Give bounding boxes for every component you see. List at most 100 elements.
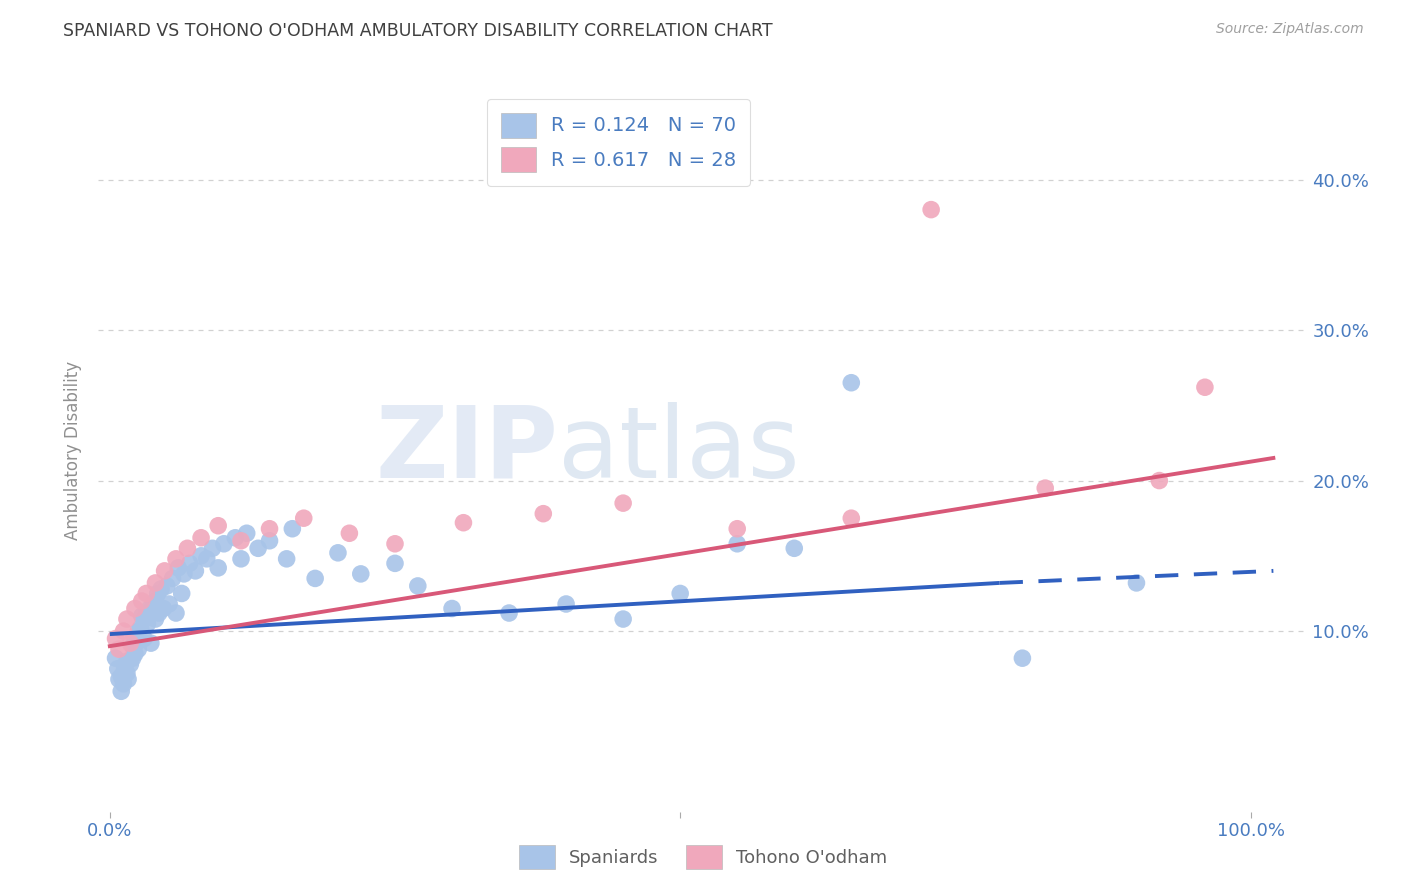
Point [190, 549, 212, 563]
Point [292, 511, 315, 525]
Point [167, 561, 190, 575]
Point [229, 551, 252, 566]
Point [453, 516, 475, 530]
Point [104, 632, 127, 646]
Point [115, 612, 138, 626]
Point [1125, 576, 1147, 591]
Point [1011, 651, 1033, 665]
Point [135, 606, 157, 620]
Point [146, 586, 169, 600]
Point [176, 541, 198, 556]
Point [165, 551, 187, 566]
Point [139, 636, 162, 650]
Point [156, 579, 179, 593]
Point [132, 632, 155, 646]
Point [337, 526, 360, 541]
Point [259, 522, 281, 536]
Point [173, 566, 195, 581]
Point [162, 571, 184, 585]
Point [498, 606, 520, 620]
Legend: R = 0.124   N = 70, R = 0.617   N = 28: R = 0.124 N = 70, R = 0.617 N = 28 [486, 99, 749, 186]
Point [725, 537, 748, 551]
Point [195, 551, 218, 566]
Text: Source: ZipAtlas.com: Source: ZipAtlas.com [1216, 22, 1364, 37]
Point [136, 616, 159, 631]
Point [1149, 474, 1171, 488]
Legend: Spaniards, Tohono O'odham: Spaniards, Tohono O'odham [512, 838, 894, 876]
Point [384, 557, 406, 571]
Point [157, 597, 180, 611]
Point [121, 651, 143, 665]
Point [170, 586, 193, 600]
Point [115, 666, 138, 681]
Point [104, 651, 127, 665]
Point [1033, 481, 1056, 495]
Point [783, 541, 806, 556]
Point [142, 597, 165, 611]
Point [125, 636, 148, 650]
Point [132, 612, 155, 626]
Point [124, 647, 146, 661]
Point [839, 376, 862, 390]
Point [224, 531, 246, 545]
Point [441, 601, 464, 615]
Point [384, 537, 406, 551]
Point [127, 624, 149, 639]
Point [184, 564, 207, 578]
Point [112, 624, 135, 639]
Point [165, 606, 187, 620]
Point [129, 621, 152, 635]
Point [190, 531, 212, 545]
Point [145, 594, 167, 608]
Point [120, 636, 142, 650]
Point [145, 576, 167, 591]
Point [207, 561, 229, 575]
Point [108, 673, 131, 687]
Point [150, 582, 173, 596]
Point [304, 571, 326, 585]
Point [124, 601, 146, 615]
Point [128, 632, 150, 646]
Point [406, 579, 429, 593]
Point [127, 642, 149, 657]
Point [179, 557, 201, 571]
Point [139, 601, 162, 615]
Point [107, 662, 129, 676]
Point [117, 673, 139, 687]
Point [131, 594, 153, 608]
Point [920, 202, 942, 217]
Text: atlas: atlas [558, 402, 800, 499]
Point [110, 669, 132, 683]
Point [247, 541, 270, 556]
Point [120, 657, 142, 672]
Point [115, 654, 138, 668]
Point [114, 662, 136, 676]
Point [281, 522, 304, 536]
Point [326, 546, 349, 560]
Point [259, 533, 281, 548]
Point [124, 632, 146, 646]
Y-axis label: Ambulatory Disability: Ambulatory Disability [65, 361, 83, 540]
Text: SPANIARD VS TOHONO O'ODHAM AMBULATORY DISABILITY CORRELATION CHART: SPANIARD VS TOHONO O'ODHAM AMBULATORY DI… [63, 22, 773, 40]
Point [201, 541, 224, 556]
Point [212, 537, 235, 551]
Text: ZIP: ZIP [375, 402, 558, 499]
Point [153, 564, 176, 578]
Point [148, 606, 170, 620]
Point [110, 684, 132, 698]
Point [112, 677, 135, 691]
Point [108, 642, 131, 657]
Point [131, 609, 153, 624]
Point [612, 496, 634, 510]
Point [612, 612, 634, 626]
Point [531, 507, 554, 521]
Point [350, 566, 373, 581]
Point [276, 551, 298, 566]
Point [207, 518, 229, 533]
Point [145, 612, 167, 626]
Point [669, 586, 692, 600]
Point [229, 533, 252, 548]
Point [555, 597, 578, 611]
Point [235, 526, 257, 541]
Point [1194, 380, 1216, 394]
